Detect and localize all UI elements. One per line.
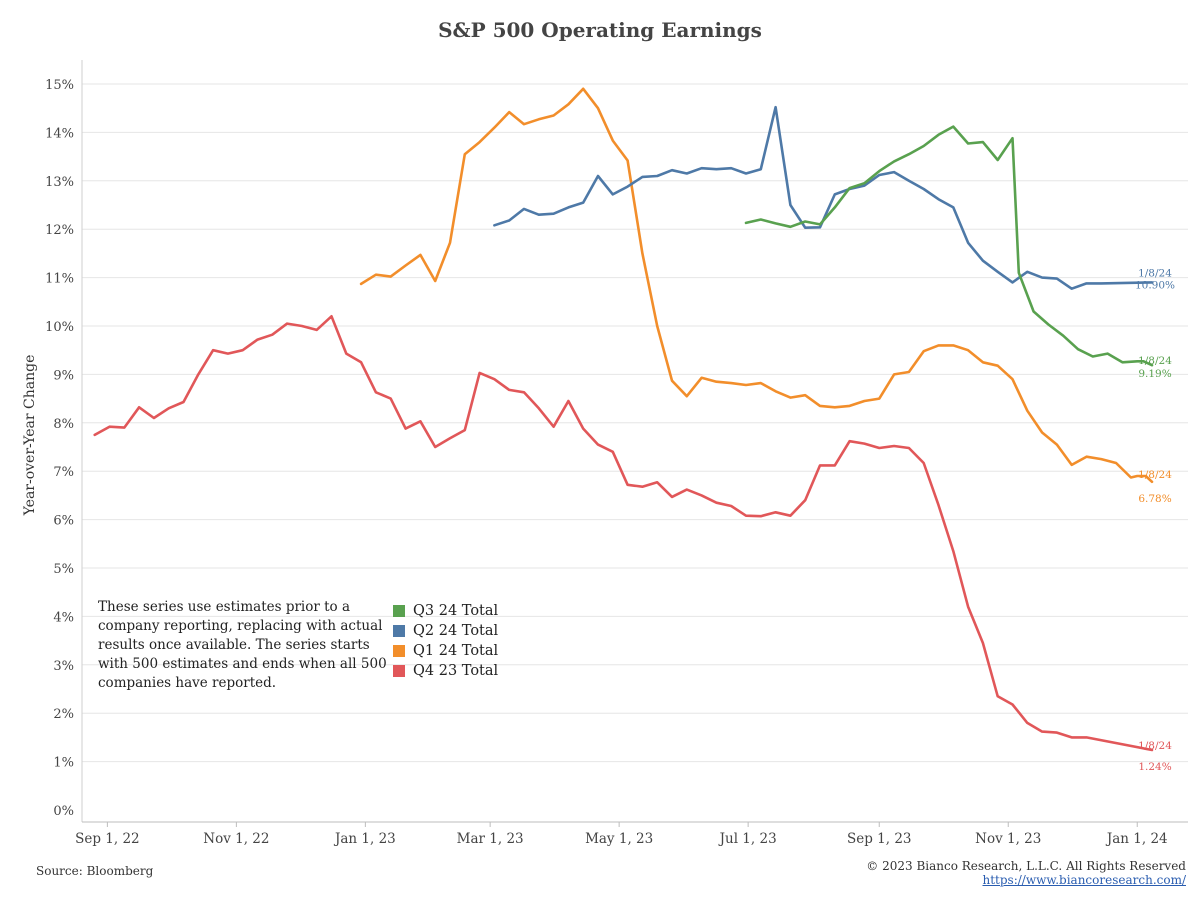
y-tick-label: 10%: [45, 320, 74, 335]
y-tick-label: 6%: [53, 514, 74, 529]
x-tick-label: Nov 1, 23: [975, 831, 1041, 847]
legend-item-q2-24: Q2 24 Total: [393, 621, 498, 641]
legend-swatch: [393, 605, 405, 617]
end-label-value: 1.24%: [1138, 761, 1171, 773]
y-tick-label: 3%: [53, 659, 74, 674]
x-tick-label: Sep 1, 22: [75, 831, 140, 847]
series-line-q4-23-total: [93, 315, 1154, 752]
end-label-value: 6.78%: [1138, 493, 1171, 505]
legend-label: Q2 24 Total: [413, 623, 499, 639]
legend-label: Q4 23 Total: [413, 663, 499, 679]
y-tick-label: 1%: [53, 756, 74, 771]
legend-item-q3-24: Q3 24 Total: [393, 601, 498, 621]
axes: 0% 1% 2% 3% 4% 5% 6% 7% 8% 9% 10% 11% 12% 13% 14% 15% Se…: [45, 60, 1188, 847]
end-label-date: 1/8/24: [1138, 469, 1172, 481]
y-tick-label: 14%: [45, 126, 74, 141]
end-labels: 1/8/249.19%1/8/2410.90%1/8/246.78%1/8/24…: [1135, 267, 1175, 773]
x-tick-label: Sep 1, 23: [847, 831, 912, 847]
legend-swatch: [393, 645, 405, 657]
end-label-date: 1/8/24: [1138, 267, 1172, 279]
website-link[interactable]: https://www.biancoresearch.com/: [982, 873, 1186, 887]
legend-item-q4-23: Q4 23 Total: [393, 661, 498, 681]
legend-label: Q1 24 Total: [413, 643, 499, 659]
legend: Q3 24 Total Q2 24 Total Q1 24 Total Q4 2…: [393, 601, 498, 681]
y-tick-label: 15%: [45, 78, 74, 93]
end-label-date: 1/8/24: [1138, 355, 1172, 367]
y-tick-label: 11%: [45, 272, 74, 287]
x-tick-label: Jan 1, 23: [333, 831, 396, 847]
x-tick-label: Jul 1, 23: [718, 831, 777, 847]
y-tick-label: 8%: [53, 417, 74, 432]
y-tick-label: 4%: [53, 610, 74, 625]
y-tick-label: 0%: [53, 804, 74, 819]
legend-label: Q3 24 Total: [413, 603, 499, 619]
y-tick-label: 9%: [53, 368, 74, 383]
source-text: Source: Bloomberg: [36, 864, 154, 878]
legend-swatch: [393, 665, 405, 677]
series-line-q3-24-total: [744, 125, 1154, 367]
x-tick-label: Jan 1, 24: [1105, 831, 1168, 847]
x-tick-label: Mar 1, 23: [457, 831, 524, 847]
legend-swatch: [393, 625, 405, 637]
end-label-value: 10.90%: [1135, 279, 1175, 291]
y-tick-label: 5%: [53, 562, 74, 577]
x-tick-label: May 1, 23: [585, 831, 653, 847]
y-tick-label: 13%: [45, 175, 74, 190]
y-tick-label: 2%: [53, 707, 74, 722]
series-line-q1-24-total: [359, 87, 1154, 484]
end-label-date: 1/8/24: [1138, 740, 1172, 752]
copyright-text: © 2023 Bianco Research, L.L.C. All Right…: [866, 859, 1186, 873]
chart-title: S&P 500 Operating Earnings: [438, 18, 762, 42]
end-label-value: 9.19%: [1138, 368, 1171, 380]
y-tick-label: 12%: [45, 223, 74, 238]
methodology-note: These series use estimates prior to a co…: [98, 599, 387, 691]
series-line-q2-24-total: [493, 105, 1154, 290]
x-tick-label: Nov 1, 22: [203, 831, 269, 847]
y-tick-label: 7%: [53, 465, 74, 480]
legend-item-q1-24: Q1 24 Total: [393, 641, 498, 661]
series-lines: [93, 87, 1154, 752]
